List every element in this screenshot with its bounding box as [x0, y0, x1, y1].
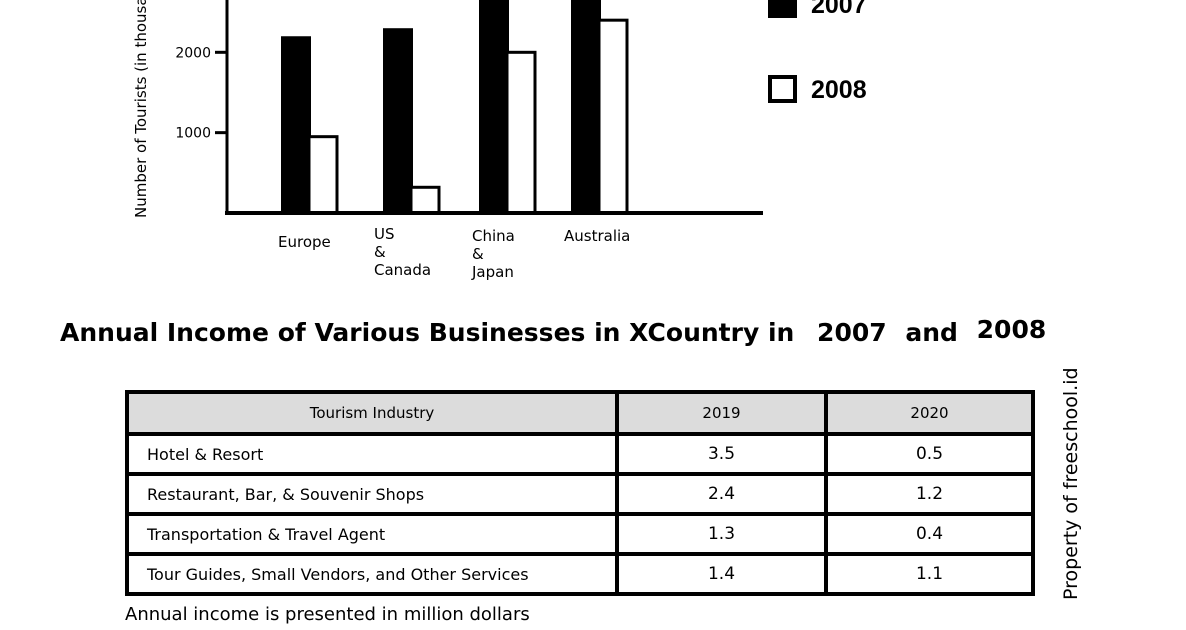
table-row: Restaurant, Bar, & Souvenir Shops 2.4 1.… [125, 472, 1035, 516]
bar-2007-china-japan [479, 0, 509, 213]
legend-swatch-2007 [768, 0, 797, 18]
header-tourism-industry: Tourism Industry [125, 390, 619, 436]
y-axis-label: Number of Tourists (in thousands) [132, 0, 150, 218]
row-2019-value: 3.5 [615, 432, 828, 476]
title-main: Annual Income of Various Businesses in X… [60, 318, 795, 347]
bar-2008-australia [597, 18, 629, 215]
legend-label-2008: 2008 [811, 76, 867, 104]
tourists-bar-chart: Number of Tourists (in thousands) 1000 20… [132, 0, 867, 281]
bar-2007-europe [281, 36, 311, 213]
x-category-label: Europe [278, 233, 331, 251]
bar-2007-us-canada [383, 28, 413, 214]
legend-swatch-2008 [768, 75, 797, 103]
table-header-row: Tourism Industry 2019 2020 [125, 390, 1035, 436]
table-row: Transportation & Travel Agent 1.3 0.4 [125, 512, 1035, 556]
income-table: Tourism Industry 2019 2020 Hotel & Resor… [125, 390, 1035, 596]
title-year-2008: 2008 [976, 315, 1047, 344]
bar-2008-us-canada [409, 185, 441, 215]
title-and: and [905, 318, 958, 347]
row-2020-value: 0.5 [824, 432, 1035, 476]
watermark: Property of freeschool.id [1060, 367, 1082, 600]
x-category-label: Australia [564, 227, 630, 245]
y-tick-label: 2000 [175, 45, 211, 61]
table-footnote: Annual income is presented in million do… [125, 604, 530, 625]
row-2019-value: 2.4 [615, 472, 828, 516]
row-2020-value: 0.4 [824, 512, 1035, 556]
bar-2008-europe [307, 135, 339, 215]
row-2020-value: 1.2 [824, 472, 1035, 516]
table-row: Tour Guides, Small Vendors, and Other Se… [125, 552, 1035, 596]
bar-2007-australia [571, 0, 601, 213]
x-category-label: China & Japan [471, 227, 515, 281]
row-name: Transportation & Travel Agent [125, 512, 619, 556]
row-name: Hotel & Resort [125, 432, 619, 476]
row-2020-value: 1.1 [824, 552, 1035, 596]
income-table-title: Annual Income of Various Businesses in X… [60, 315, 1100, 347]
row-2019-value: 1.4 [615, 552, 828, 596]
legend-label-2007: 2007 [811, 0, 867, 19]
title-year-2007: 2007 [817, 318, 887, 347]
header-2019: 2019 [615, 390, 828, 436]
row-name: Restaurant, Bar, & Souvenir Shops [125, 472, 619, 516]
table-row: Hotel & Resort 3.5 0.5 [125, 432, 1035, 476]
y-tick-label: 1000 [175, 126, 211, 142]
row-name: Tour Guides, Small Vendors, and Other Se… [125, 552, 619, 596]
bar-2008-china-japan [505, 50, 537, 215]
header-2020: 2020 [824, 390, 1035, 436]
x-category-label: US & Canada [374, 225, 431, 279]
row-2019-value: 1.3 [615, 512, 828, 556]
